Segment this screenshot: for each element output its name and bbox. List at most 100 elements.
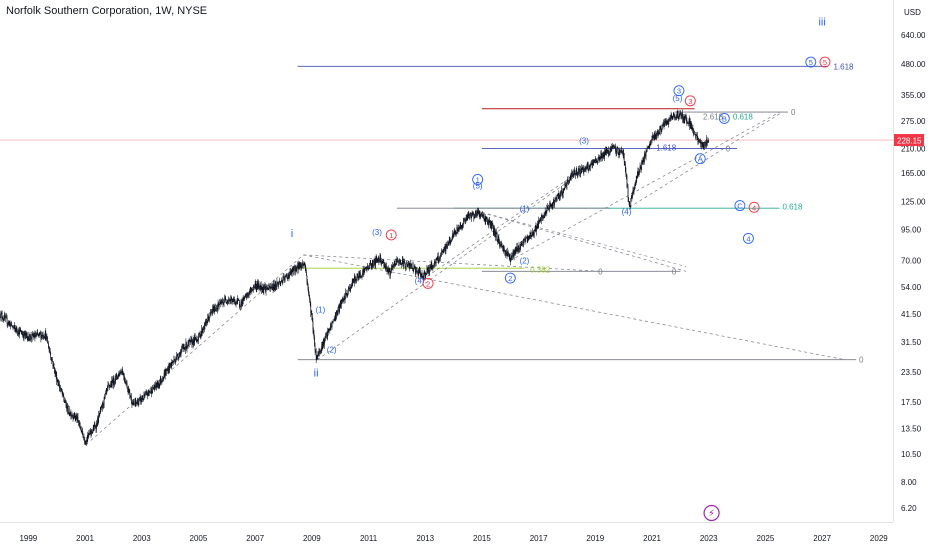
candle-body xyxy=(7,318,8,324)
candle-body xyxy=(64,399,65,401)
wave-label-A: A xyxy=(698,155,703,164)
candle-body xyxy=(309,293,310,295)
candle-body xyxy=(546,207,547,212)
y-tick-label: 17.50 xyxy=(901,398,922,407)
candle-body xyxy=(36,336,37,337)
candle-body xyxy=(479,213,480,216)
candle-body xyxy=(152,393,153,394)
candle-body xyxy=(174,359,175,360)
candle-body xyxy=(355,276,356,278)
candle-body xyxy=(591,164,592,165)
candle-body xyxy=(1,313,2,318)
candle-body xyxy=(428,267,429,271)
candle-body xyxy=(294,266,295,270)
candle-body xyxy=(43,334,44,337)
candle-body xyxy=(476,211,477,214)
chart-title: Norfolk Southern Corporation, 1W, NYSE xyxy=(6,5,207,17)
candle-body xyxy=(166,370,167,371)
fib-label-0382: 0.382 xyxy=(530,266,551,275)
candle-body xyxy=(50,354,51,358)
candle-body xyxy=(9,322,10,323)
candle-body xyxy=(390,271,391,276)
candle-body xyxy=(371,265,372,266)
candle-body xyxy=(531,236,532,237)
candle-body xyxy=(651,141,652,145)
candle-body xyxy=(181,350,182,352)
candle-body xyxy=(499,240,500,245)
candle-body xyxy=(318,354,319,356)
candle-body xyxy=(278,282,279,284)
candle-body xyxy=(509,253,510,255)
candle-body xyxy=(225,299,226,302)
candle-body xyxy=(404,261,405,263)
candle-body xyxy=(2,314,3,318)
candle-body xyxy=(498,237,499,239)
candle-body xyxy=(67,406,68,413)
candle-body xyxy=(331,327,332,328)
candle-body xyxy=(49,349,50,350)
candle-body xyxy=(47,337,48,343)
x-tick-label: 2019 xyxy=(586,534,604,543)
candle-body xyxy=(383,259,384,261)
candle-body xyxy=(214,309,215,313)
candle-body xyxy=(554,200,555,205)
candle-body xyxy=(570,178,571,179)
candle-body xyxy=(435,263,436,264)
candle-body xyxy=(440,258,441,259)
candle-body xyxy=(262,289,263,290)
candle-body xyxy=(95,426,96,428)
candle-body xyxy=(176,359,177,361)
candle-body xyxy=(86,441,87,442)
candle-body xyxy=(474,217,475,218)
candle-body xyxy=(675,117,676,118)
candle-body xyxy=(433,266,434,267)
lightning-icon: ⚡ xyxy=(708,509,715,520)
candle-body xyxy=(674,115,675,117)
candle-body xyxy=(636,177,637,179)
candle-body xyxy=(163,377,164,380)
candle-body xyxy=(413,266,414,270)
candle-body xyxy=(419,270,420,271)
candle-body xyxy=(351,286,352,289)
candle-body xyxy=(684,117,685,121)
candle-body xyxy=(181,351,182,356)
candle-body xyxy=(704,142,705,147)
candle-body xyxy=(325,338,326,341)
fib-label-2618: 2.618 xyxy=(703,112,724,121)
candle-body xyxy=(221,303,222,304)
candle-body xyxy=(345,298,346,299)
candle-body xyxy=(410,263,411,266)
candle-body xyxy=(391,268,392,271)
candle-body xyxy=(463,220,464,225)
y-tick-label: 13.50 xyxy=(901,425,922,434)
candle-body xyxy=(14,326,15,328)
candle-body xyxy=(509,255,510,257)
candle-body xyxy=(373,260,374,265)
candle-body xyxy=(38,334,39,335)
candle-body xyxy=(484,215,485,221)
candle-body xyxy=(131,396,132,402)
candle-body xyxy=(333,321,334,322)
candle-body xyxy=(142,399,143,400)
candle-body xyxy=(370,263,371,266)
candle-body xyxy=(521,244,522,245)
candle-body xyxy=(590,165,591,167)
trend-line xyxy=(422,148,612,279)
candle-body xyxy=(357,274,358,277)
candle-body xyxy=(27,335,28,337)
candle-body xyxy=(48,344,49,349)
candle-body xyxy=(57,381,58,383)
candle-body xyxy=(468,213,469,215)
x-tick-label: 2007 xyxy=(246,534,264,543)
candle-body xyxy=(310,301,311,304)
candle-body xyxy=(614,146,615,147)
candle-body xyxy=(473,213,474,217)
x-tick-label: 2005 xyxy=(190,534,208,543)
candle-body xyxy=(405,267,406,268)
candle-body xyxy=(626,175,627,176)
candle-body xyxy=(175,361,176,363)
candle-body xyxy=(310,303,311,313)
candle-body xyxy=(546,213,547,214)
